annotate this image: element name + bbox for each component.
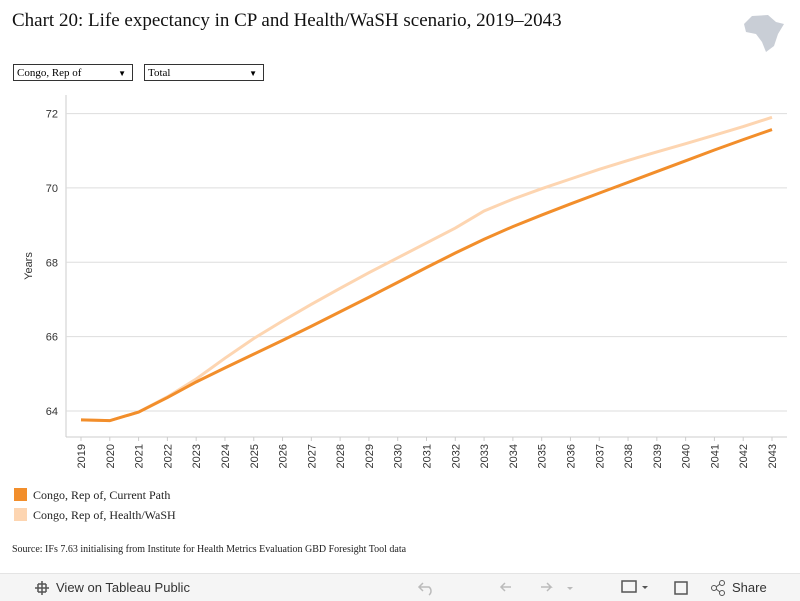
y-tick-label: 66 [46, 332, 58, 344]
x-tick-label: 2030 [393, 444, 405, 468]
x-tick-label: 2024 [220, 444, 232, 468]
source-note: Source: IFs 7.63 initialising from Insti… [12, 544, 407, 555]
chart: Years 64 66 68 70 72 2019 2020 2021 2022 2023 2024… [23, 95, 787, 468]
series-line [80, 128, 773, 423]
x-tick-label: 2037 [594, 444, 606, 468]
x-tick-label: 2034 [508, 444, 520, 468]
x-tick-label: 2039 [652, 444, 664, 468]
x-tick-label: 2043 [767, 444, 779, 468]
dropdown-value: Total [148, 67, 171, 79]
x-tick-label: 2033 [479, 444, 491, 468]
history-buttons [417, 582, 573, 596]
legend-item[interactable]: Congo, Rep of, Health/WaSH [14, 508, 176, 523]
x-tick-label: 2028 [335, 444, 347, 468]
x-tick-label: 2023 [191, 444, 203, 468]
x-tick-label: 2042 [738, 444, 750, 468]
view-on-tableau[interactable]: View on Tableau Public [56, 580, 190, 595]
action-buttons[interactable] [620, 579, 710, 597]
x-tick-label: 2031 [422, 444, 434, 468]
y-tick-label: 70 [46, 183, 58, 195]
share-button[interactable]: Share [732, 580, 767, 595]
x-tick-label: 2026 [278, 444, 290, 468]
legend-label: Congo, Rep of, Health/WaSH [33, 508, 176, 522]
x-tick-label: 2032 [450, 444, 462, 468]
x-tick-label: 2035 [537, 444, 549, 468]
legend-swatch [14, 488, 27, 501]
share-icon [711, 580, 725, 596]
x-tick-label: 2038 [623, 444, 635, 468]
legend-item[interactable]: Congo, Rep of, Current Path [14, 488, 170, 503]
country-dropdown[interactable]: Congo, Rep of ▼ [13, 64, 133, 81]
legend-label: Congo, Rep of, Current Path [33, 488, 171, 502]
x-tick-label: 2041 [709, 444, 721, 468]
y-axis-label: Years [23, 252, 35, 280]
chart-title: Chart 20: Life expectancy in CP and Heal… [12, 10, 562, 31]
x-tick-label: 2022 [162, 444, 174, 468]
x-tick-label: 2025 [249, 444, 261, 468]
x-tick-label: 2019 [76, 444, 88, 468]
x-tick-label: 2027 [306, 444, 318, 468]
y-tick-label: 64 [46, 406, 58, 418]
logo [744, 15, 784, 52]
x-tick-label: 2020 [105, 444, 117, 468]
dropdown-value: Congo, Rep of [17, 67, 82, 79]
x-tick-label: 2029 [364, 444, 376, 468]
series-line [80, 115, 773, 423]
x-tick-label: 2021 [134, 444, 146, 468]
scenario-dropdown[interactable]: Total ▼ [144, 64, 264, 81]
y-tick-label: 72 [46, 109, 58, 121]
toolbar: View on Tableau Public Share [0, 573, 800, 601]
x-tick-label: 2036 [565, 444, 577, 468]
x-tick-label: 2040 [681, 444, 693, 468]
tableau-icon [35, 581, 49, 595]
y-tick-label: 68 [46, 257, 58, 269]
legend-swatch [14, 508, 27, 521]
